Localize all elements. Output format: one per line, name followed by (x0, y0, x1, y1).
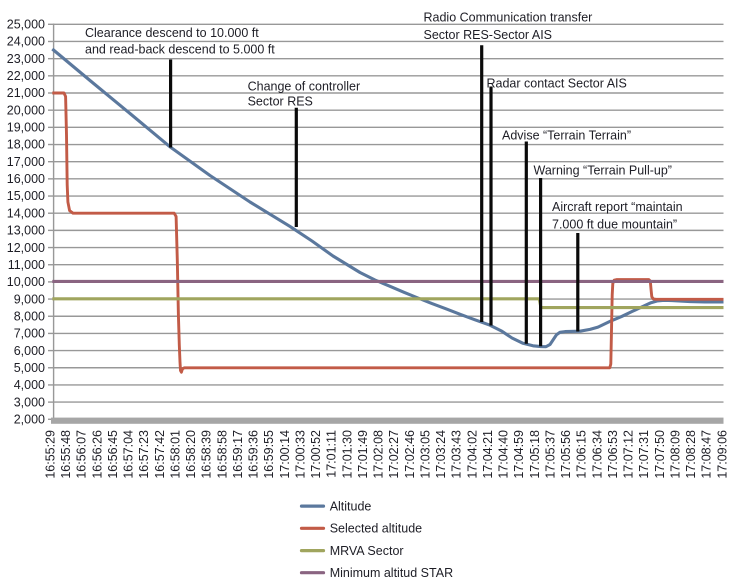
svg-text:Sector RES-Sector AIS: Sector RES-Sector AIS (424, 28, 553, 42)
svg-text:23,000: 23,000 (7, 52, 45, 66)
svg-text:17:03:05: 17:03:05 (418, 430, 432, 479)
svg-text:Warning “Terrain Pull-up”: Warning “Terrain Pull-up” (534, 164, 672, 178)
svg-text:Clearance descend to 10.000 ft: Clearance descend to 10.000 ft (85, 26, 259, 40)
svg-text:17:08:47: 17:08:47 (700, 430, 714, 479)
svg-text:16:58:58: 16:58:58 (215, 430, 229, 479)
svg-text:17:06:53: 17:06:53 (606, 430, 620, 479)
svg-text:2,000: 2,000 (14, 412, 45, 426)
svg-text:17,000: 17,000 (7, 155, 45, 169)
svg-text:16:57:23: 16:57:23 (137, 430, 151, 479)
svg-text:17:04:40: 17:04:40 (497, 430, 511, 479)
svg-text:17:07:12: 17:07:12 (622, 430, 636, 479)
svg-text:17:04:59: 17:04:59 (512, 430, 526, 479)
svg-text:17:05:37: 17:05:37 (543, 430, 557, 479)
svg-text:17:09:06: 17:09:06 (715, 430, 729, 479)
svg-text:12,000: 12,000 (7, 241, 45, 255)
svg-text:17:08:09: 17:08:09 (668, 430, 682, 479)
svg-text:7.000 ft due mountain”: 7.000 ft due mountain” (552, 218, 677, 232)
svg-text:17:05:18: 17:05:18 (528, 430, 542, 479)
svg-text:17:00:14: 17:00:14 (278, 430, 292, 479)
svg-text:16,000: 16,000 (7, 172, 45, 186)
svg-text:11,000: 11,000 (8, 258, 45, 272)
svg-text:6,000: 6,000 (14, 344, 45, 358)
svg-text:Radar contact Sector AIS: Radar contact Sector AIS (487, 77, 627, 91)
svg-text:16:58:39: 16:58:39 (200, 430, 214, 479)
svg-text:17:02:27: 17:02:27 (387, 430, 401, 479)
svg-text:17:01:30: 17:01:30 (340, 430, 354, 479)
svg-text:21,000: 21,000 (7, 86, 45, 100)
svg-text:16:57:42: 16:57:42 (153, 430, 167, 479)
svg-text:17:06:15: 17:06:15 (575, 430, 589, 479)
svg-text:24,000: 24,000 (7, 35, 45, 49)
svg-text:17:07:50: 17:07:50 (653, 430, 667, 479)
svg-text:17:03:24: 17:03:24 (434, 430, 448, 479)
svg-text:16:59:36: 16:59:36 (247, 430, 261, 479)
svg-text:22,000: 22,000 (7, 69, 45, 83)
svg-text:25,000: 25,000 (7, 18, 45, 32)
svg-text:17:05:56: 17:05:56 (559, 430, 573, 479)
svg-text:16:55:48: 16:55:48 (59, 430, 73, 479)
svg-text:10,000: 10,000 (7, 275, 45, 289)
svg-text:Sector RES: Sector RES (248, 94, 313, 108)
svg-text:7,000: 7,000 (14, 327, 45, 341)
svg-text:13,000: 13,000 (7, 224, 45, 238)
svg-text:3,000: 3,000 (14, 395, 45, 409)
svg-text:16:56:26: 16:56:26 (90, 430, 104, 479)
svg-text:17:01:11: 17:01:11 (325, 430, 339, 478)
svg-text:18,000: 18,000 (7, 138, 45, 152)
svg-text:Selected altitude: Selected altitude (330, 522, 422, 536)
svg-text:8,000: 8,000 (14, 309, 45, 323)
svg-text:15,000: 15,000 (7, 189, 45, 203)
svg-text:17:04:02: 17:04:02 (465, 430, 479, 479)
svg-text:16:55:29: 16:55:29 (43, 430, 57, 479)
svg-text:17:00:52: 17:00:52 (309, 430, 323, 479)
svg-text:20,000: 20,000 (7, 103, 45, 117)
svg-text:4,000: 4,000 (14, 378, 45, 392)
svg-text:Aircraft report “maintain: Aircraft report “maintain (552, 200, 683, 214)
svg-text:16:56:45: 16:56:45 (106, 430, 120, 479)
svg-text:16:58:20: 16:58:20 (184, 430, 198, 479)
svg-text:17:02:46: 17:02:46 (403, 430, 417, 479)
svg-text:17:04:21: 17:04:21 (481, 430, 495, 479)
svg-text:Minimum altitud STAR: Minimum altitud STAR (330, 566, 453, 580)
svg-text:Radio Communication transfer: Radio Communication transfer (424, 10, 593, 24)
svg-text:14,000: 14,000 (7, 206, 45, 220)
svg-text:17:00:33: 17:00:33 (293, 430, 307, 479)
svg-text:17:03:43: 17:03:43 (450, 430, 464, 479)
svg-text:Altitude: Altitude (330, 500, 372, 514)
svg-text:16:58:01: 16:58:01 (168, 430, 182, 479)
svg-text:17:06:34: 17:06:34 (590, 430, 604, 479)
svg-text:17:02:08: 17:02:08 (372, 430, 386, 479)
svg-text:16:59:55: 16:59:55 (262, 430, 276, 479)
svg-text:Change of controller: Change of controller (248, 79, 361, 93)
svg-text:9,000: 9,000 (14, 292, 45, 306)
svg-text:16:56:07: 16:56:07 (75, 430, 89, 479)
svg-text:Advise “Terrain Terrain”: Advise “Terrain Terrain” (502, 128, 631, 142)
svg-text:17:08:28: 17:08:28 (684, 430, 698, 479)
svg-text:MRVA Sector: MRVA Sector (330, 544, 404, 558)
svg-text:16:59:17: 16:59:17 (231, 430, 245, 479)
svg-text:16:57:04: 16:57:04 (122, 430, 136, 479)
svg-text:17:07:31: 17:07:31 (637, 430, 651, 479)
svg-text:17:01:49: 17:01:49 (356, 430, 370, 479)
svg-text:5,000: 5,000 (14, 361, 45, 375)
svg-text:19,000: 19,000 (7, 121, 45, 135)
svg-text:and read-back descend to 5.000: and read-back descend to 5.000 ft (85, 43, 275, 57)
